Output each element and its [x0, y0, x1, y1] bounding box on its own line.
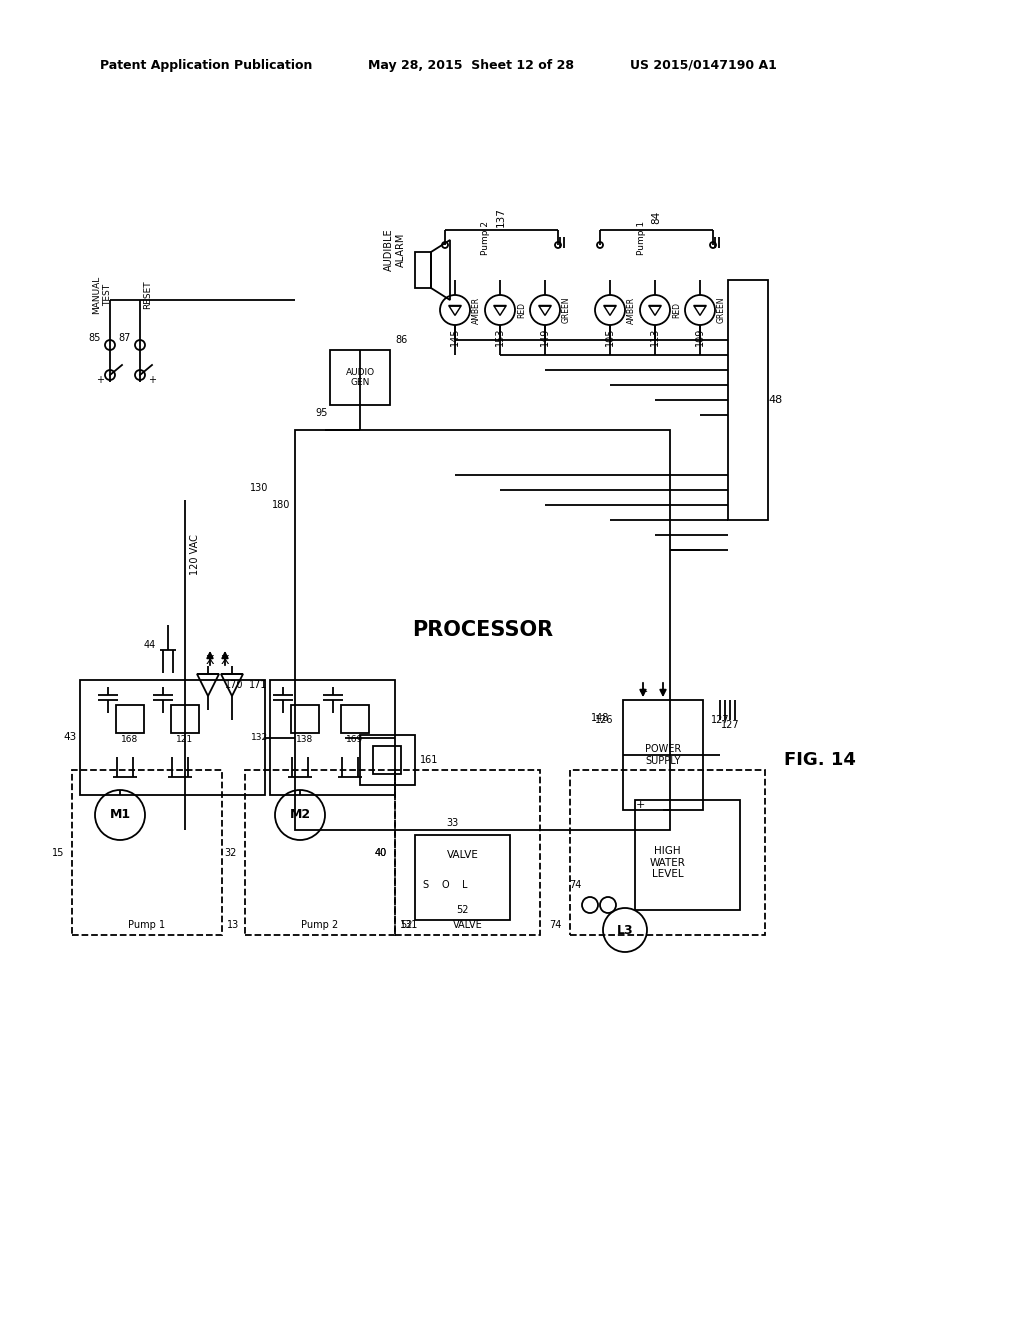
- Text: 74: 74: [550, 920, 562, 931]
- Text: +: +: [638, 686, 648, 697]
- Text: X: X: [206, 653, 214, 667]
- Text: M2: M2: [290, 808, 310, 821]
- Text: 130: 130: [250, 483, 268, 492]
- Text: 105: 105: [605, 327, 615, 346]
- Bar: [72, 770, 222, 935]
- Bar: [415, 836, 510, 920]
- Text: 127: 127: [711, 715, 730, 725]
- Text: 40: 40: [375, 847, 387, 858]
- Text: 32: 32: [224, 847, 237, 858]
- Bar: [635, 800, 740, 909]
- Text: 180: 180: [271, 500, 290, 510]
- Bar: [330, 350, 390, 405]
- Text: RED: RED: [672, 302, 681, 318]
- Text: 40: 40: [375, 847, 387, 858]
- Bar: [341, 705, 369, 733]
- Text: 52: 52: [457, 906, 469, 915]
- Text: M1: M1: [110, 808, 131, 821]
- Bar: [728, 280, 768, 520]
- Text: Pump 2: Pump 2: [481, 220, 490, 255]
- Text: Patent Application Publication: Patent Application Publication: [100, 58, 312, 71]
- Text: 87: 87: [119, 333, 131, 343]
- Text: 113: 113: [650, 327, 660, 346]
- Text: 15: 15: [51, 847, 63, 858]
- Bar: [291, 705, 319, 733]
- Text: RESET: RESET: [143, 281, 153, 309]
- Text: 126: 126: [595, 715, 613, 725]
- Text: 33: 33: [446, 818, 459, 828]
- Bar: [80, 680, 265, 795]
- Text: 84: 84: [651, 210, 662, 223]
- Text: S: S: [422, 880, 428, 890]
- Text: 132: 132: [252, 733, 268, 742]
- Text: GREEN: GREEN: [717, 297, 726, 323]
- Text: PROCESSOR: PROCESSOR: [412, 620, 553, 640]
- Text: 153: 153: [495, 327, 505, 346]
- Bar: [373, 746, 401, 774]
- Text: 85: 85: [89, 333, 101, 343]
- Bar: [360, 735, 415, 785]
- Bar: [245, 770, 395, 935]
- Text: -: -: [660, 685, 666, 698]
- Text: 74: 74: [568, 880, 582, 890]
- Text: 109: 109: [695, 327, 705, 346]
- Text: US 2015/0147190 A1: US 2015/0147190 A1: [630, 58, 777, 71]
- Text: +: +: [148, 375, 156, 385]
- Text: +: +: [96, 375, 104, 385]
- Text: VALVE: VALVE: [453, 920, 482, 931]
- Text: 95: 95: [315, 408, 328, 418]
- Text: AUDIBLE
ALARM: AUDIBLE ALARM: [384, 228, 406, 272]
- Bar: [171, 705, 199, 733]
- Text: AUDIO
GEN: AUDIO GEN: [345, 368, 375, 387]
- Text: 138: 138: [296, 735, 313, 744]
- Text: L: L: [462, 880, 468, 890]
- Bar: [116, 705, 144, 733]
- Text: 48: 48: [769, 395, 783, 405]
- Text: 170: 170: [225, 680, 244, 690]
- Text: 169: 169: [346, 735, 364, 744]
- Text: L3: L3: [616, 924, 633, 936]
- Text: Pump 1: Pump 1: [637, 220, 645, 255]
- Text: 131: 131: [400, 920, 419, 931]
- Bar: [295, 430, 670, 830]
- Text: FIG. 14: FIG. 14: [784, 751, 856, 770]
- Text: 43: 43: [63, 733, 77, 742]
- Text: Pump 1: Pump 1: [128, 920, 166, 931]
- Text: 161: 161: [420, 755, 438, 766]
- Text: MANUAL
TEST: MANUAL TEST: [92, 276, 112, 314]
- Text: X: X: [221, 653, 229, 667]
- Text: 52: 52: [400, 920, 413, 931]
- Bar: [270, 680, 395, 795]
- Text: 121: 121: [176, 735, 194, 744]
- Text: +: +: [635, 800, 645, 810]
- Bar: [415, 252, 431, 288]
- Text: 86: 86: [395, 335, 408, 345]
- Bar: [395, 770, 540, 935]
- Text: 137: 137: [496, 207, 506, 227]
- Text: O: O: [441, 880, 449, 890]
- Text: Pump 2: Pump 2: [301, 920, 339, 931]
- Text: 127: 127: [721, 719, 739, 730]
- Text: RED: RED: [517, 302, 526, 318]
- Bar: [570, 770, 765, 935]
- Text: 44: 44: [144, 640, 156, 649]
- Text: AMBER: AMBER: [472, 297, 481, 323]
- Text: AMBER: AMBER: [627, 297, 636, 323]
- Text: POWER
SUPPLY: POWER SUPPLY: [645, 744, 681, 766]
- Text: May 28, 2015  Sheet 12 of 28: May 28, 2015 Sheet 12 of 28: [368, 58, 574, 71]
- Text: HIGH
WATER
LEVEL: HIGH WATER LEVEL: [649, 846, 685, 879]
- Text: 13: 13: [227, 920, 240, 931]
- Text: 120 VAC: 120 VAC: [190, 535, 200, 576]
- Text: 148: 148: [591, 713, 609, 723]
- Text: 149: 149: [540, 327, 550, 346]
- Text: VALVE: VALVE: [446, 850, 478, 861]
- Text: 171: 171: [249, 680, 267, 690]
- Bar: [623, 700, 703, 810]
- Text: GREEN: GREEN: [562, 297, 571, 323]
- Text: 168: 168: [122, 735, 138, 744]
- Text: 145: 145: [450, 327, 460, 346]
